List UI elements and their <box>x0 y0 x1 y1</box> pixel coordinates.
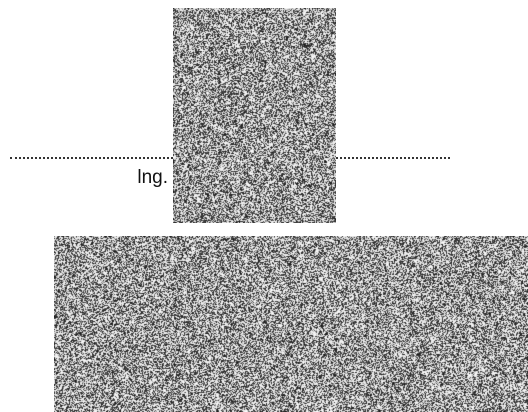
caption-label: lng. <box>137 167 168 188</box>
dotted-divider-left <box>10 157 173 159</box>
noise-canvas-bottom <box>54 236 528 412</box>
dotted-divider-right <box>336 157 450 159</box>
noise-canvas-top <box>173 8 336 223</box>
noise-image-top <box>173 8 336 223</box>
noise-image-bottom <box>54 236 528 412</box>
